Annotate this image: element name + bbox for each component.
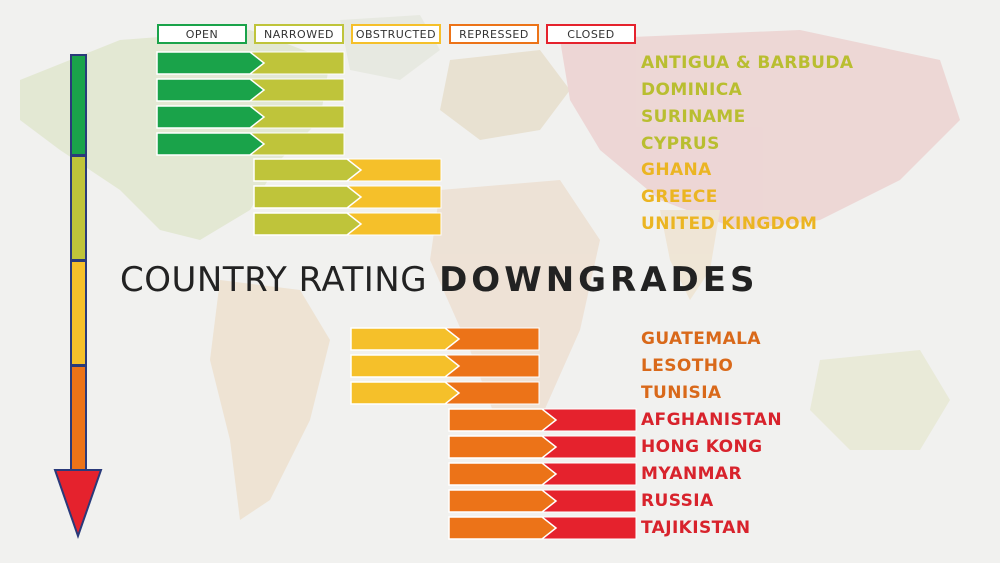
downgrade-row	[350, 327, 540, 351]
arrow-from-segment	[350, 381, 461, 405]
downgrade-row	[156, 132, 345, 156]
country-label: AFGHANISTAN	[641, 410, 782, 430]
legend-obstructed: OBSTRUCTED	[351, 24, 441, 44]
arrow-from-segment	[448, 408, 558, 432]
country-label: GHANA	[641, 160, 712, 180]
country-label: RUSSIA	[641, 491, 714, 511]
arrow-from-segment	[156, 132, 266, 156]
arrow-from-segment	[156, 51, 266, 75]
downgrade-row	[448, 516, 637, 540]
country-label: TAJIKISTAN	[641, 518, 751, 538]
south-america-shape	[210, 280, 330, 520]
country-label: SURINAME	[641, 107, 746, 127]
title-downgrades: DOWNGRADES	[439, 260, 759, 300]
arrow-from-segment	[253, 158, 363, 182]
downgrade-row	[448, 435, 637, 459]
europe-shape	[440, 50, 570, 140]
downgrade-row	[350, 354, 540, 378]
scale-segment-repressed	[70, 365, 87, 471]
africa-shape	[430, 180, 600, 430]
country-label: HONG KONG	[641, 437, 763, 457]
arrow-from-segment	[253, 185, 363, 209]
page-title: COUNTRY RATING DOWNGRADES	[120, 256, 900, 304]
scale-arrowhead-closed	[53, 469, 103, 540]
downgrade-row	[156, 51, 345, 75]
arrow-from-segment	[448, 489, 558, 513]
india-shape	[660, 210, 720, 300]
country-label: GUATEMALA	[641, 329, 761, 349]
downgrade-row	[156, 78, 345, 102]
downgrade-row	[448, 408, 637, 432]
arrow-from-segment	[448, 435, 558, 459]
downgrade-row	[253, 212, 442, 236]
country-label: TUNISIA	[641, 383, 722, 403]
downgrade-row	[253, 158, 442, 182]
downgrade-row	[350, 381, 540, 405]
country-label: CYPRUS	[641, 134, 720, 154]
arrow-from-segment	[448, 516, 558, 540]
country-label: LESOTHO	[641, 356, 734, 376]
downgrade-row	[448, 489, 637, 513]
downgrade-row	[448, 462, 637, 486]
asia-shape	[560, 30, 960, 230]
arrow-from-segment	[448, 462, 558, 486]
scale-segment-narrowed	[70, 155, 87, 261]
country-label: ANTIGUA & BARBUDA	[641, 53, 854, 73]
legend-closed: CLOSED	[546, 24, 636, 44]
title-country-rating: COUNTRY RATING	[120, 260, 428, 300]
legend-repressed: REPRESSED	[449, 24, 539, 44]
country-label: GREECE	[641, 187, 718, 207]
arrow-from-segment	[156, 105, 266, 129]
arrow-from-segment	[350, 327, 461, 351]
scale-segment-obstructed	[70, 260, 87, 366]
country-label: UNITED KINGDOM	[641, 214, 818, 234]
country-label: MYANMAR	[641, 464, 742, 484]
downgrade-row	[253, 185, 442, 209]
legend-open: OPEN	[157, 24, 247, 44]
australia-shape	[810, 350, 950, 450]
arrow-from-segment	[253, 212, 363, 236]
scale-segment-open	[70, 54, 87, 156]
downgrade-row	[156, 105, 345, 129]
arrow-from-segment	[350, 354, 461, 378]
country-label: DOMINICA	[641, 80, 743, 100]
arrow-from-segment	[156, 78, 266, 102]
legend-narrowed: NARROWED	[254, 24, 344, 44]
